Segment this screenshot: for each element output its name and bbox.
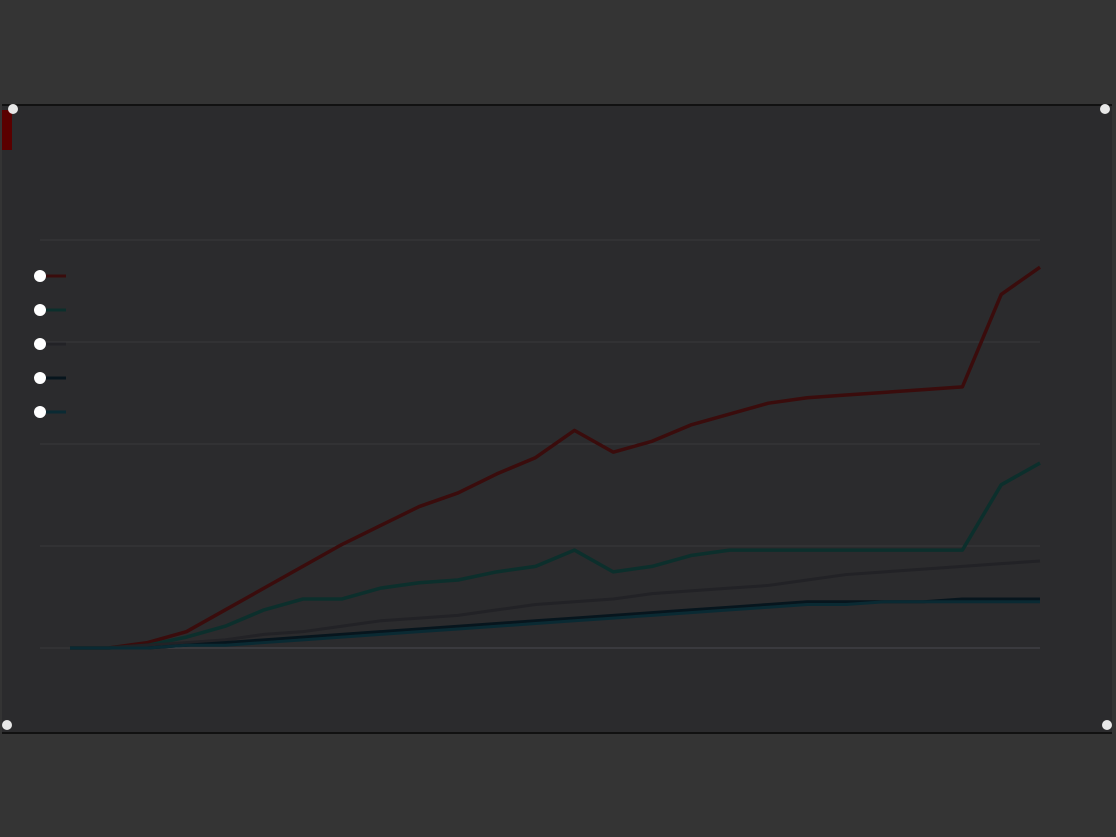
corner-marker-top-left [8, 104, 18, 114]
legend-marker-5 [34, 406, 46, 418]
series-line-3 [70, 559, 1041, 650]
corner-marker-bottom-left [2, 720, 12, 730]
corner-marker-bottom-right [1102, 720, 1112, 730]
series-line-5 [70, 600, 1040, 650]
chart-panel [2, 104, 1112, 734]
series-line-2 [70, 461, 1041, 650]
legend-marker-4 [34, 372, 46, 384]
corner-marker-top-right [1100, 104, 1110, 114]
series-line-1 [70, 265, 1042, 650]
accent-bar [2, 110, 12, 150]
legend-marker-3 [34, 338, 46, 350]
legend-marker-1 [34, 270, 46, 282]
legend-marker-2 [34, 304, 46, 316]
